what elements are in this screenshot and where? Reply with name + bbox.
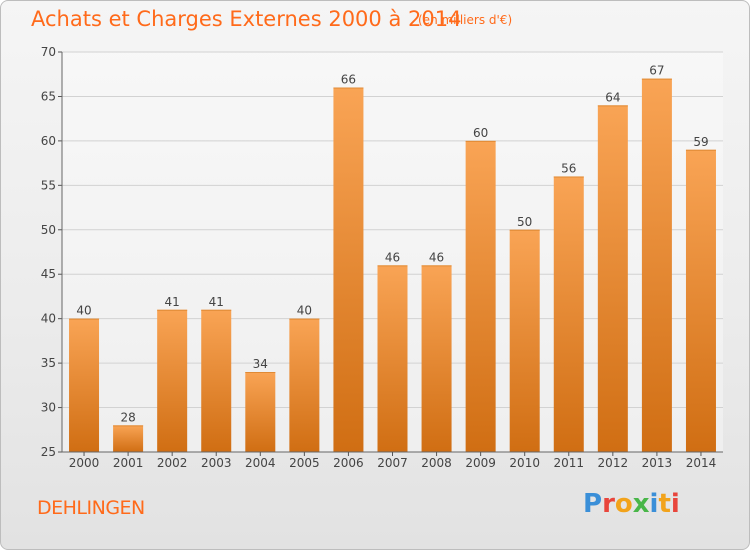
data-label: 28 [120,410,135,424]
bar [685,149,716,452]
data-label: 41 [209,295,224,309]
logo-letter: i [649,489,659,519]
x-tick-label: 2003 [201,456,232,470]
data-label: 56 [561,161,576,175]
data-label: 40 [76,304,91,318]
data-label: 46 [385,250,400,264]
chart-title: Achats et Charges Externes 2000 à 2014 [31,7,462,31]
x-tick-label: 2002 [157,456,188,470]
bar [377,265,408,452]
data-label: 40 [297,304,312,318]
x-tick-label: 2000 [69,456,100,470]
bar [333,87,364,453]
bar [201,309,232,452]
x-tick-label: 2014 [686,456,717,470]
y-tick-label: 25 [41,445,56,459]
bar [421,265,452,452]
data-label: 67 [649,64,664,78]
y-tick-label: 45 [41,267,56,281]
y-tick-label: 70 [41,45,56,59]
bar [641,78,672,453]
logo-letter: o [614,489,633,519]
logo-letter: i [670,489,680,519]
chart-subtitle: (en milliers d'€) [418,13,513,27]
logo-letter: P [583,489,603,519]
y-tick-label: 50 [41,223,56,237]
x-tick-label: 2012 [598,456,629,470]
x-tick-label: 2008 [421,456,452,470]
x-tick-label: 2011 [553,456,584,470]
y-tick-label: 35 [41,356,56,370]
data-label: 41 [165,295,180,309]
y-tick-label: 30 [41,401,56,415]
y-tick-label: 55 [41,178,56,192]
logo-letter: x [632,489,650,519]
bar [597,105,628,452]
x-tick-label: 2005 [289,456,320,470]
data-label: 34 [253,357,268,371]
data-label: 59 [693,135,708,149]
data-label: 50 [517,215,532,229]
x-tick-label: 2001 [113,456,144,470]
y-tick-label: 65 [41,89,56,103]
x-tick-label: 2009 [465,456,496,470]
bar [553,176,584,452]
x-tick-label: 2013 [642,456,673,470]
x-tick-label: 2006 [333,456,364,470]
x-tick-label: 2007 [377,456,408,470]
proxiti-logo: Proxiti [583,489,680,519]
logo-letter: t [658,489,671,519]
bar [465,140,496,452]
y-tick-label: 40 [41,312,56,326]
commune-name: DEHLINGEN [37,497,145,519]
y-tick-label: 60 [41,134,56,148]
data-label: 60 [473,126,488,140]
bar [245,372,276,452]
data-label: 64 [605,90,620,104]
data-label: 66 [341,73,356,87]
data-label: 46 [429,250,444,264]
bar [157,309,188,452]
x-tick-label: 2004 [245,456,276,470]
x-tick-label: 2010 [509,456,540,470]
bar [289,318,320,452]
bar [509,229,540,452]
bar [69,318,100,452]
logo-letter: r [602,489,615,519]
bar [113,425,144,452]
